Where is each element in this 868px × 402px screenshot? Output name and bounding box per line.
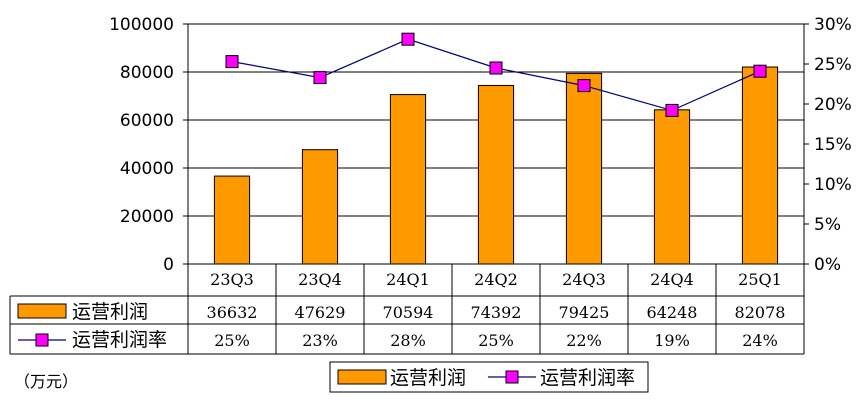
legend-line-label: 运营利润率 — [540, 367, 635, 389]
bar-value-label: 74392 — [471, 303, 522, 322]
line-marker — [313, 71, 327, 85]
category-label: 24Q1 — [386, 270, 430, 289]
left-tick-label: 40000 — [120, 159, 174, 179]
table-key-bar-label: 运营利润 — [72, 301, 148, 323]
line-marker — [401, 32, 415, 46]
bar — [389, 94, 427, 265]
bar — [301, 149, 339, 265]
right-tick-label: 5% — [814, 215, 841, 235]
table-key-line-label: 运营利润率 — [72, 329, 167, 351]
left-axis: 0 20000 40000 60000 80000 100000 — [109, 15, 189, 275]
bar-value-label: 36632 — [207, 303, 258, 322]
line-marker — [225, 55, 239, 69]
table-key-bar-swatch — [17, 303, 67, 319]
bar — [565, 72, 603, 265]
left-tick-label: 60000 — [120, 111, 174, 131]
table-key-marker — [35, 333, 49, 347]
bar-value-label: 82078 — [735, 303, 786, 322]
rate-value-label: 25% — [214, 331, 250, 350]
bar-series — [213, 66, 779, 265]
category-label: 24Q3 — [562, 270, 606, 289]
legend-marker — [505, 370, 519, 384]
right-tick-label: 30% — [814, 15, 852, 35]
line-marker — [577, 79, 591, 93]
rate-value-label: 25% — [478, 331, 514, 350]
category-label: 23Q3 — [210, 270, 254, 289]
right-tick-label: 25% — [814, 55, 852, 75]
line-marker — [665, 103, 679, 117]
left-tick-label: 0 — [163, 255, 174, 275]
rate-value-label: 28% — [390, 331, 426, 350]
bar-value-label: 70594 — [383, 303, 434, 322]
rate-value-label: 19% — [654, 331, 690, 350]
left-tick-label: 80000 — [120, 63, 174, 83]
line-marker — [753, 64, 767, 78]
right-axis: 0% 5% 10% 15% 20% 25% 30% — [803, 15, 852, 275]
category-label: 24Q2 — [474, 270, 518, 289]
legend: 运营利润 运营利润率 — [329, 361, 649, 393]
bar — [477, 84, 515, 265]
unit-label: （万元） — [14, 372, 79, 391]
bar-value-label: 79425 — [559, 303, 610, 322]
legend-bar-label: 运营利润 — [390, 367, 466, 389]
right-tick-label: 0% — [814, 255, 841, 275]
line-series — [225, 32, 767, 117]
bar-value-label: 64248 — [647, 303, 698, 322]
rate-value-label: 23% — [302, 331, 338, 350]
rate-value-label: 24% — [742, 331, 778, 350]
right-tick-label: 20% — [814, 95, 852, 115]
legend-bar-swatch — [337, 369, 387, 385]
category-label: 23Q4 — [298, 270, 342, 289]
line-marker — [489, 61, 503, 75]
bar — [213, 175, 251, 265]
bar-value-label: 47629 — [295, 303, 346, 322]
left-tick-label: 100000 — [109, 15, 174, 35]
left-tick-label: 20000 — [120, 207, 174, 227]
bar — [653, 109, 691, 265]
right-tick-label: 10% — [814, 175, 852, 195]
rate-value-label: 22% — [566, 331, 602, 350]
right-tick-label: 15% — [814, 135, 852, 155]
category-label: 25Q1 — [738, 270, 782, 289]
data-table: 23Q3 23Q4 24Q1 24Q2 24Q3 24Q4 25Q1 36632 47629 70… — [9, 263, 805, 355]
category-label: 24Q4 — [650, 270, 694, 289]
bar — [741, 66, 779, 265]
